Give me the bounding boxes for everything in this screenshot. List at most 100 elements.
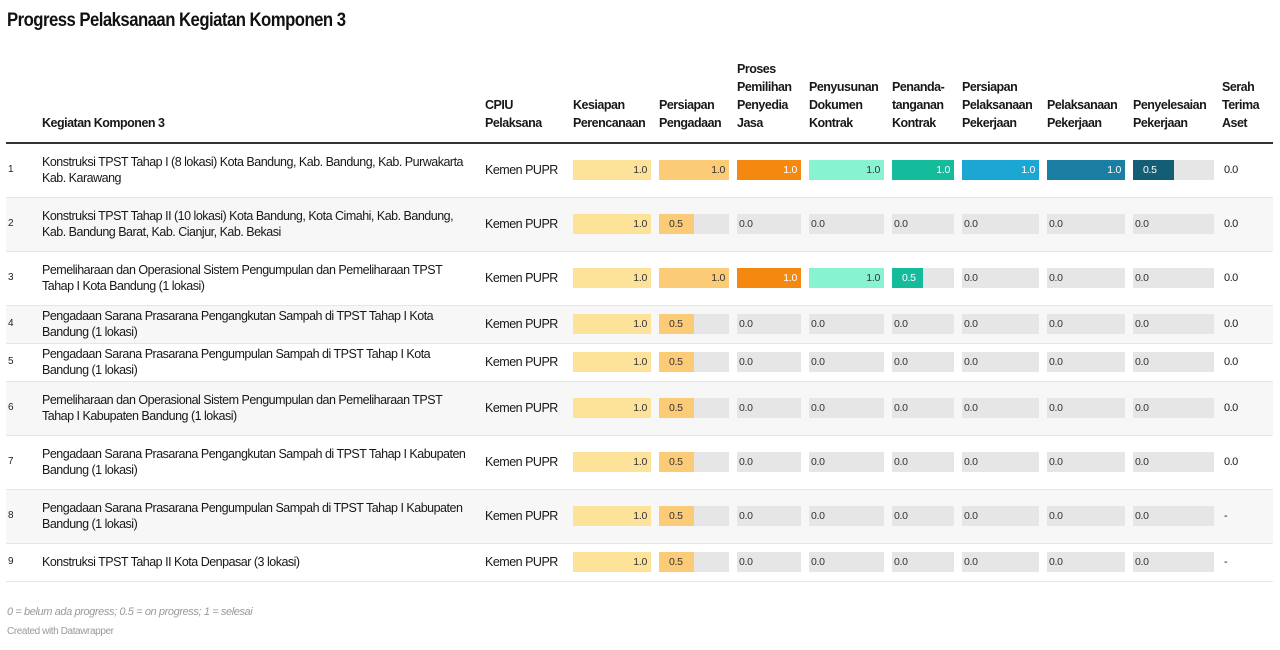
progress-value: 0.0 [964,272,978,284]
progress-value: 1.0 [1021,164,1035,177]
progress-value: 0.5 [669,556,683,568]
progress-value: 0.0 [1049,456,1063,468]
progress-value: 0.0 [739,318,753,330]
table-row: 1 Konstruksi TPST Tahap I (8 lokasi) Kota… [6,143,1273,198]
progress-value: 0.0 [1049,318,1063,330]
progress-value: 0.0 [811,556,825,568]
stage-cell: 0.0 [1043,435,1129,490]
stage-cell: 0.0 [805,343,888,382]
progress-bar: 0.5 [659,352,729,372]
progress-value: 0.0 [1135,318,1149,330]
progress-bar: 1.0 [573,314,651,334]
stage-cell: 0.0 [733,305,805,344]
progress-bar: 0.0 [1047,352,1125,372]
stage-cell: 0.0 [1129,305,1218,344]
progress-bar: 0.0 [1133,506,1214,526]
progress-value: 0.0 [964,456,978,468]
progress-bar: 0.0 [892,352,954,372]
activity-name: Konstruksi TPST Tahap II (10 lokasi) Kot… [38,197,481,252]
credit-text: Created with Datawrapper [7,626,114,637]
row-number: 4 [6,305,38,344]
progress-bar: 1.0 [1047,160,1125,181]
progress-value: 0.0 [1135,272,1149,284]
header-serah: Serah Terima Aset [1218,60,1273,144]
progress-value: 0.0 [1135,456,1149,468]
progress-bar: 0.0 [962,352,1039,372]
stage-cell: 0.5 [655,489,733,544]
stage-cell: 1.0 [1043,143,1129,198]
row-number: 6 [6,381,38,436]
serah-terima-value: 0.0 [1218,305,1273,344]
progress-bar: 1.0 [573,506,651,526]
progress-bar: 1.0 [573,214,651,234]
cpiu-cell: Kemen PUPR [481,197,569,252]
progress-value: 1.0 [1107,164,1121,177]
progress-value: 1.0 [633,164,647,177]
progress-value: 0.0 [894,556,908,568]
progress-bar: 0.0 [809,506,884,526]
progress-bar-fill [892,160,954,181]
activity-name: Pengadaan Sarana Prasarana Pengumpulan S… [38,489,481,544]
progress-value: 0.0 [1135,556,1149,568]
stage-cell: 0.0 [805,543,888,582]
table-body: 1 Konstruksi TPST Tahap I (8 lokasi) Kota… [6,143,1273,582]
stage-cell: 0.0 [888,543,958,582]
stage-cell: 0.0 [888,305,958,344]
progress-bar-fill [573,506,651,526]
progress-value: 0.0 [739,556,753,568]
row-number: 1 [6,143,38,198]
progress-bar-fill [573,314,651,334]
progress-value: 0.0 [894,318,908,330]
header-stage: Pelaksanaan Pekerjaan [1043,60,1129,144]
progress-bar-fill [659,506,694,526]
progress-bar: 0.0 [1133,452,1214,472]
progress-bar: 0.0 [1133,398,1214,418]
progress-value: 0.0 [1049,402,1063,414]
progress-value: 1.0 [633,218,647,230]
progress-bar-fill [659,552,694,572]
stage-cell: 0.0 [733,343,805,382]
progress-value: 0.5 [669,456,683,468]
progress-bar: 0.5 [659,452,729,472]
table-row: 6 Pemeliharaan dan Operasional Sistem Pen… [6,381,1273,436]
progress-value: 0.0 [894,356,908,368]
stage-cell: 0.0 [888,381,958,436]
progress-bar: 0.0 [1133,214,1214,234]
stage-cell: 0.0 [958,343,1043,382]
progress-bar: 0.0 [1133,268,1214,288]
stage-cell: 1.0 [805,143,888,198]
header-stage: Penyusunan Dokumen Kontrak [805,60,888,144]
progress-value: 1.0 [633,556,647,568]
stage-cell: 0.0 [1129,543,1218,582]
progress-value: 1.0 [711,272,725,284]
stage-cell: 1.0 [569,543,655,582]
progress-value: 1.0 [633,510,647,522]
progress-value: 1.0 [866,164,880,177]
progress-bar: 0.5 [1133,160,1214,181]
progress-value: 0.5 [669,402,683,414]
progress-bar: 0.0 [1047,314,1125,334]
row-number: 8 [6,489,38,544]
progress-value: 0.0 [1135,218,1149,230]
stage-cell: 1.0 [958,143,1043,198]
progress-bar-fill [573,552,651,572]
stage-cell: 0.0 [1129,489,1218,544]
progress-bar: 0.0 [962,552,1039,572]
stage-cell: 0.5 [655,435,733,490]
progress-bar: 0.5 [659,506,729,526]
stage-cell: 1.0 [569,381,655,436]
progress-bar: 0.0 [892,452,954,472]
progress-value: 0.5 [669,218,683,230]
serah-terima-value: 0.0 [1218,343,1273,382]
progress-bar: 0.5 [659,398,729,418]
stage-cell: 1.0 [888,143,958,198]
serah-terima-value: - [1218,543,1273,582]
stage-cell: 0.0 [1129,197,1218,252]
stage-cell: 1.0 [569,251,655,306]
progress-bar: 1.0 [962,160,1039,181]
stage-cell: 0.0 [888,197,958,252]
stage-cell: 0.0 [888,435,958,490]
progress-bar: 1.0 [809,160,884,181]
progress-bar-fill [1133,160,1174,181]
progress-bar: 1.0 [737,160,801,181]
